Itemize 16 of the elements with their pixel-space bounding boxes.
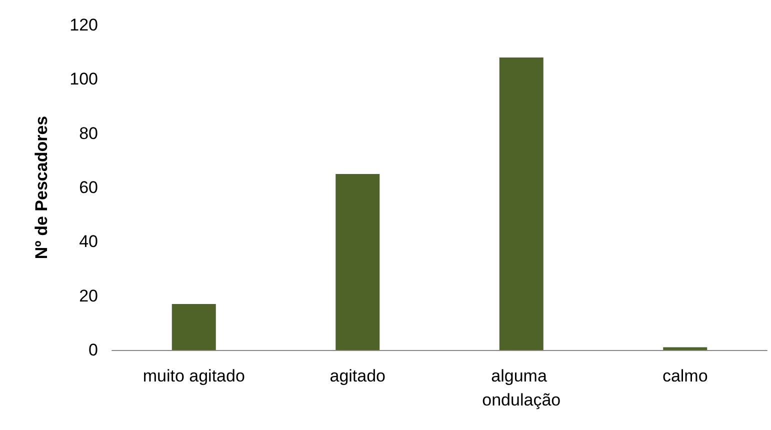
x-tick-label: agitado bbox=[330, 366, 386, 386]
x-tick-label: alguma ondulação bbox=[482, 366, 561, 410]
y-tick-label: 0 bbox=[88, 340, 98, 360]
y-tick-label: 80 bbox=[79, 124, 98, 143]
x-tick-label: calmo bbox=[662, 366, 708, 386]
y-axis-title: Nº de Pescadores bbox=[32, 116, 51, 260]
y-tick-label: 20 bbox=[79, 286, 98, 306]
y-tick-label: 40 bbox=[79, 232, 98, 252]
y-tick-label: 120 bbox=[70, 16, 98, 34]
y-tick-label: 100 bbox=[70, 70, 98, 89]
y-tick-label: 60 bbox=[79, 178, 98, 197]
bar bbox=[663, 347, 708, 350]
bar bbox=[172, 304, 216, 350]
x-tick-label: muito agitado bbox=[142, 366, 245, 386]
bar bbox=[499, 58, 544, 350]
bar bbox=[336, 174, 380, 350]
